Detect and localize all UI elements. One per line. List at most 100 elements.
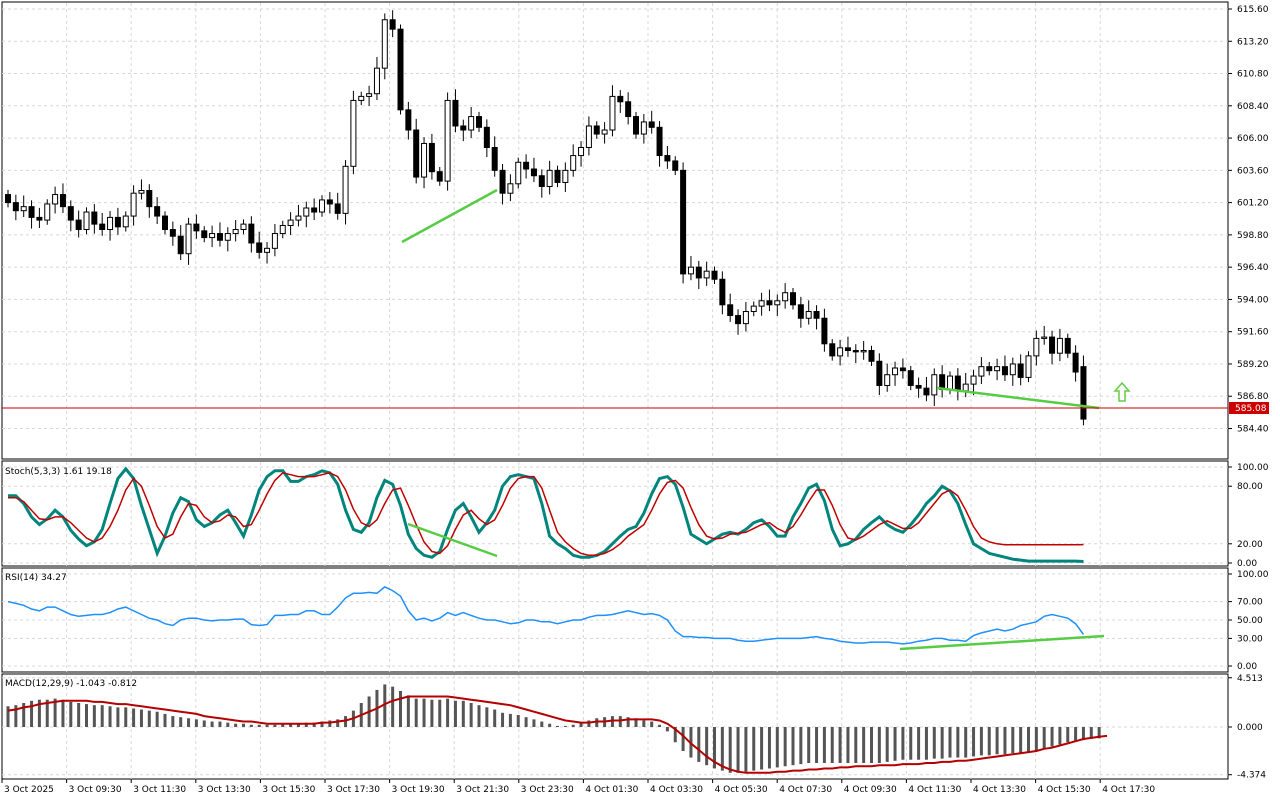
candle-body [209,233,216,239]
candle-body [169,229,176,237]
candle-body [107,216,114,231]
candle-body [287,219,294,226]
candle-body [585,125,592,148]
stoch-pane-label: Stoch(5,3,3) 1.61 19.18 [5,467,112,477]
macd-signal-line [7,695,1108,774]
candle-body [680,169,687,275]
candle-body [994,366,1001,372]
candle-body [970,375,977,385]
candle-body [1009,363,1016,376]
candle-body [1080,366,1087,420]
candle-body [397,28,404,111]
candle-body [162,215,168,231]
time-tick-label: 4 Oct 07:30 [779,785,832,795]
grid-lines [2,3,1228,779]
candle-body [507,183,514,194]
candle-body [342,165,349,214]
candle-body [444,99,451,182]
candle-body [742,311,749,325]
candle-body [554,169,561,183]
time-tick-label: 3 Oct 19:30 [392,785,445,795]
stoch-level-label: 20.00 [1237,540,1263,550]
candle-body [1001,366,1008,376]
price-tick-label: 601.20 [1237,199,1269,209]
candle-body [428,142,435,173]
candle-body [664,155,671,162]
candle-body [460,125,467,131]
price-tick-label: 589.20 [1237,360,1269,370]
candle-body [609,95,616,131]
candle-body [279,224,286,235]
time-axis: 3 Oct 2025 3 Oct 09:30 3 Oct 11:30 3 Oct 13… [1,779,1155,795]
candle-body [538,175,545,187]
time-tick-label: 4 Oct 05:30 [715,785,768,795]
candle-body [350,99,357,167]
candle-body [99,223,106,231]
candle-body [640,121,647,135]
candle-body [844,347,851,352]
time-tick-label: 3 Oct 13:30 [198,785,251,795]
candle-body [829,343,836,357]
price-tick-label: 586.80 [1237,392,1269,402]
candle-body [1072,352,1079,373]
time-tick-label: 3 Oct 11:30 [133,785,186,795]
macd-level-label: 4.513 [1237,674,1263,684]
stoch-level-label: 0.00 [1237,559,1257,569]
rsi-level-label: 50.00 [1237,616,1263,626]
candle-body [326,199,333,205]
stoch-main-line [8,466,1084,563]
time-tick-label: 3 Oct 15:30 [262,785,315,795]
candle-body [1041,336,1048,339]
candle-body [593,125,600,135]
candle-body [381,19,388,69]
candle-body [248,223,255,244]
rsi-pane-label: RSI(14) 34.27 [5,573,67,583]
candle-body [695,266,702,279]
candle-body [860,350,867,353]
candle-body [766,300,773,306]
candle-body [75,219,82,231]
candle-body [67,206,74,221]
time-tick-label: 3 Oct 21:30 [456,785,509,795]
candle-body [303,207,310,217]
candle-body [319,199,325,213]
stoch-pane[interactable] [1,460,1229,567]
time-tick-label: 4 Oct 09:30 [844,785,897,795]
candle-body [256,242,263,253]
candle-body [601,129,608,135]
candle-body [334,203,341,214]
candle-body [1056,337,1063,354]
price-tick-label: 613.20 [1237,37,1269,47]
time-tick-label: 3 Oct 2025 [4,785,54,795]
divergence-line-price-2 [936,386,1100,410]
time-tick-label: 3 Oct 17:30 [327,785,380,795]
candle-body [138,190,145,194]
candle-body [570,155,577,171]
candle-body [193,223,200,232]
candle-body [1049,336,1056,354]
stoch-level-label: 100.00 [1237,463,1269,473]
macd-level-label: 0.000 [1237,723,1263,733]
candle-body [852,350,859,353]
candle-body [978,366,985,377]
up-arrow-icon [1113,381,1131,402]
price-tick-label: 608.40 [1237,102,1269,112]
candle-body [899,367,906,372]
candle-body [452,99,459,127]
price-tick-label: 603.60 [1237,166,1269,176]
candle-body [491,146,498,171]
price-tick-label: 596.40 [1237,263,1269,273]
price-tick-label: 594.00 [1237,295,1269,305]
candle-body [782,292,789,302]
candle-body [868,350,875,362]
candle-body [892,367,899,376]
time-tick-label: 4 Oct 13:30 [973,785,1026,795]
candle-body [468,116,475,131]
candle-body [915,384,922,389]
candle-body [83,211,90,231]
current-price-label-bg [1229,402,1269,414]
candle-body [797,304,804,319]
candle-body [311,207,318,213]
